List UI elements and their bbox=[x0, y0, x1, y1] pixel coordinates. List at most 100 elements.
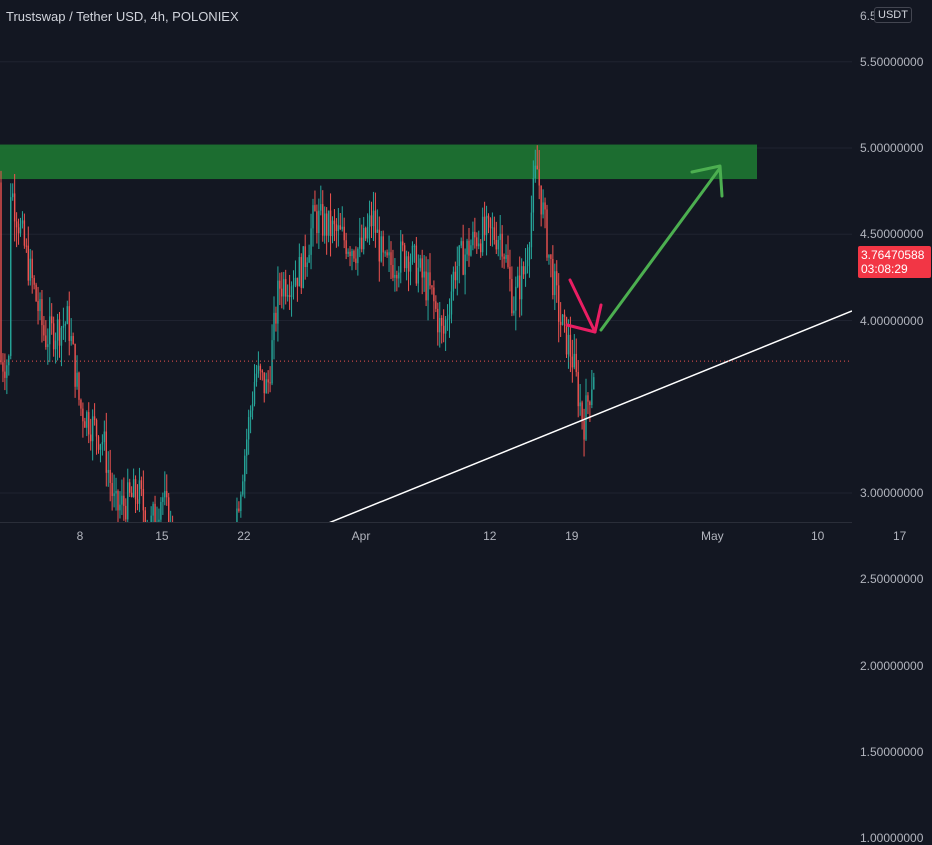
candle-body-185 bbox=[361, 238, 362, 250]
candle-body-177 bbox=[345, 240, 346, 254]
candle-body-5 bbox=[10, 197, 11, 356]
candle-body-10 bbox=[20, 224, 21, 234]
price-axis[interactable]: 6.500 USDT 6.000000005.500000005.0000000… bbox=[852, 0, 932, 550]
candle-body-168 bbox=[328, 211, 329, 236]
candle-body-195 bbox=[381, 236, 382, 261]
candle-body-31 bbox=[61, 328, 62, 346]
candle-body-296 bbox=[578, 372, 579, 406]
candle-body-131 bbox=[256, 374, 257, 382]
candle-body-176 bbox=[344, 227, 345, 241]
candle-body-270 bbox=[527, 260, 528, 266]
candle-body-246 bbox=[480, 243, 481, 252]
candle-body-221 bbox=[431, 286, 432, 288]
candle-body-82 bbox=[160, 502, 161, 520]
price-chart[interactable] bbox=[0, 0, 852, 522]
candle-body-224 bbox=[437, 309, 438, 332]
candle-body-271 bbox=[529, 247, 530, 260]
candle-body-32 bbox=[63, 326, 64, 328]
candle-body-72 bbox=[141, 480, 142, 489]
candle-body-134 bbox=[262, 371, 263, 373]
candle-body-235 bbox=[459, 246, 460, 266]
chart-title: Trustswap / Tether USD, 4h, POLONIEX bbox=[6, 9, 239, 24]
overlays bbox=[0, 166, 852, 522]
candle-body-272 bbox=[531, 213, 532, 248]
candle-body-225 bbox=[439, 318, 440, 332]
candle-body-178 bbox=[347, 252, 348, 254]
candle-body-54 bbox=[106, 431, 107, 472]
candle-body-11 bbox=[22, 220, 23, 223]
price-tick-label: 1.00000000 bbox=[860, 831, 923, 845]
candle-body-249 bbox=[486, 216, 487, 235]
candle-body-204 bbox=[398, 273, 399, 279]
candle-body-250 bbox=[488, 216, 489, 219]
candle-body-27 bbox=[53, 323, 54, 349]
candle-body-124 bbox=[242, 481, 243, 494]
candle-body-258 bbox=[503, 257, 504, 259]
candle-body-34 bbox=[67, 306, 68, 324]
candle-body-254 bbox=[496, 240, 497, 249]
candle-body-9 bbox=[18, 227, 19, 233]
current-price-tag: 3.76470588 03:08:29 bbox=[858, 246, 931, 278]
candle-body-73 bbox=[143, 489, 144, 510]
candle-body-45 bbox=[88, 412, 89, 434]
candle-body-304 bbox=[593, 377, 594, 389]
candle-body-37 bbox=[72, 336, 73, 344]
chart-area[interactable]: Trustswap / Tether USD, 4h, POLONIEX bbox=[0, 0, 852, 522]
candle-body-62 bbox=[121, 496, 122, 505]
candle-body-18 bbox=[35, 285, 36, 301]
currency-button[interactable]: USDT bbox=[874, 7, 912, 23]
time-tick-label: 15 bbox=[155, 529, 168, 543]
candle-body-52 bbox=[102, 442, 103, 444]
candle-body-50 bbox=[98, 437, 99, 450]
candle-body-234 bbox=[457, 266, 458, 280]
candle-body-150 bbox=[293, 285, 294, 286]
candle-body-126 bbox=[246, 439, 247, 455]
candle-body-212 bbox=[414, 246, 415, 247]
candle-body-171 bbox=[334, 221, 335, 225]
candle-body-42 bbox=[82, 409, 83, 422]
candle-body-142 bbox=[277, 281, 278, 324]
time-tick-label: 19 bbox=[565, 529, 578, 543]
candle-body-201 bbox=[392, 265, 393, 278]
candle-body-217 bbox=[423, 272, 424, 278]
candle-body-183 bbox=[357, 249, 358, 263]
candle-body-154 bbox=[301, 257, 302, 288]
candle-body-214 bbox=[418, 268, 419, 284]
candle-body-230 bbox=[449, 315, 450, 319]
candle-body-129 bbox=[252, 404, 253, 410]
candle-body-14 bbox=[28, 246, 29, 281]
candle-body-74 bbox=[145, 510, 146, 522]
candle-body-127 bbox=[248, 417, 249, 439]
candle-body-160 bbox=[312, 205, 313, 228]
candle-body-175 bbox=[342, 227, 343, 229]
candle-body-240 bbox=[468, 241, 469, 256]
candle-body-242 bbox=[472, 232, 473, 245]
candle-body-218 bbox=[425, 272, 426, 301]
candle-body-69 bbox=[135, 479, 136, 499]
candle-body-241 bbox=[470, 245, 471, 255]
candle-body-281 bbox=[548, 255, 549, 258]
candle-body-226 bbox=[441, 318, 442, 326]
candle-body-169 bbox=[330, 211, 331, 237]
candle-body-188 bbox=[367, 227, 368, 239]
candle-body-197 bbox=[384, 252, 385, 253]
candle-body-146 bbox=[285, 279, 286, 296]
candle-body-244 bbox=[476, 237, 477, 246]
candle-body-291 bbox=[568, 335, 569, 355]
candle-body-253 bbox=[494, 227, 495, 240]
candle-body-227 bbox=[443, 326, 444, 334]
candle-body-155 bbox=[303, 246, 304, 288]
candle-body-149 bbox=[291, 286, 292, 297]
candle-body-275 bbox=[537, 166, 538, 170]
candle-body-179 bbox=[349, 252, 350, 256]
candle-body-141 bbox=[275, 313, 276, 324]
candle-body-228 bbox=[445, 320, 446, 334]
candle-body-203 bbox=[396, 275, 397, 279]
candle-body-79 bbox=[154, 504, 155, 522]
candle-body-130 bbox=[254, 382, 255, 404]
candle-body-216 bbox=[422, 258, 423, 277]
candle-body-47 bbox=[92, 416, 93, 441]
candle-body-251 bbox=[490, 218, 491, 227]
candle-body-44 bbox=[86, 412, 87, 428]
